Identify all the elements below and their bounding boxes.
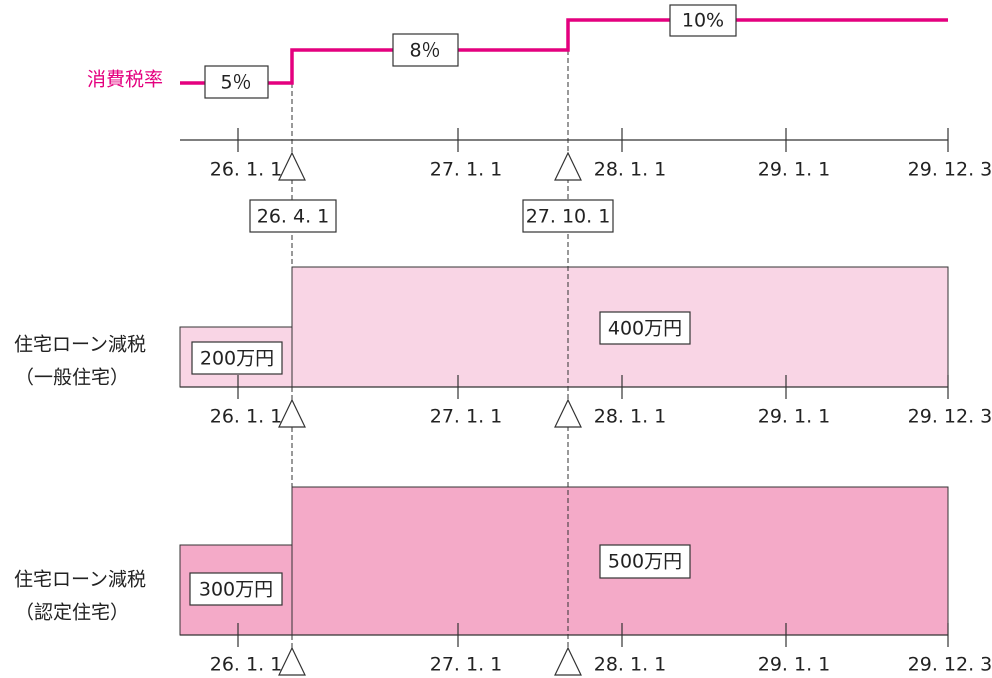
change-marker xyxy=(554,646,582,676)
tick-label: 29. 1. 1 xyxy=(758,654,831,676)
tick-label: 27. 1. 1 xyxy=(430,159,503,181)
amount-box xyxy=(599,311,691,345)
tick-label: 29. 1. 1 xyxy=(758,406,831,428)
amount-box xyxy=(599,544,691,579)
tick-label: 26. 1. 1 xyxy=(210,159,283,181)
tick-label: 28. 1. 1 xyxy=(594,159,667,181)
tick-label: 29. 1. 1 xyxy=(758,159,831,181)
change-marker xyxy=(554,398,582,428)
change-marker xyxy=(278,398,306,428)
rate: 8％ xyxy=(409,40,440,62)
tick-label: 26. 1. 1 xyxy=(210,406,283,428)
rate-box xyxy=(392,33,459,67)
rate: 5％ xyxy=(220,72,251,94)
change-marker xyxy=(278,151,306,181)
rate-box xyxy=(669,4,737,37)
row-label: （認定住宅） xyxy=(15,602,129,624)
amount: 500万円 xyxy=(608,551,682,573)
row-label: （一般住宅） xyxy=(15,367,129,389)
amount: 300万円 xyxy=(199,579,273,601)
date-box xyxy=(249,199,337,233)
tick-label: 29. 12. 31 xyxy=(908,406,992,428)
change-marker xyxy=(278,646,306,676)
amount: 400万円 xyxy=(608,318,682,340)
tick-label: 28. 1. 1 xyxy=(594,406,667,428)
tick-label: 26. 1. 1 xyxy=(210,654,283,676)
change-date: 27. 10. 1 xyxy=(526,206,611,228)
tick-label: 29. 12. 31 xyxy=(908,654,992,676)
tick-label: 29. 12. 31 xyxy=(908,159,992,181)
rate-box xyxy=(204,65,269,99)
change-date: 26. 4. 1 xyxy=(257,206,330,228)
row-label: 住宅ローン減税 xyxy=(14,334,146,356)
amount-box xyxy=(189,572,283,606)
tick-label: 27. 1. 1 xyxy=(430,654,503,676)
tax-rate-line xyxy=(180,18,948,85)
tick-label: 28. 1. 1 xyxy=(594,654,667,676)
tick-label: 27. 1. 1 xyxy=(430,406,503,428)
amount-box xyxy=(191,341,283,375)
tax-label: 消費税率 xyxy=(87,69,163,91)
date-box xyxy=(522,199,614,233)
amount: 200万円 xyxy=(200,348,274,370)
rate: 10% xyxy=(682,10,724,32)
change-marker xyxy=(554,151,582,181)
row-label: 住宅ローン減税 xyxy=(14,569,146,591)
